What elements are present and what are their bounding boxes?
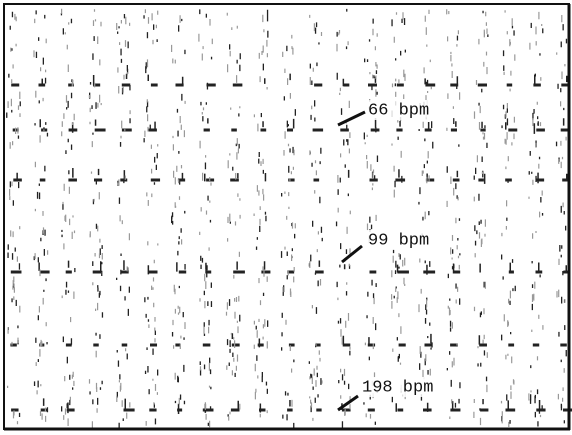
label-background bbox=[366, 100, 434, 120]
annotation-arrow bbox=[337, 394, 359, 412]
annotation-arrow bbox=[337, 110, 366, 127]
annotation-label: 99 bpm bbox=[368, 231, 429, 250]
label-background bbox=[360, 377, 442, 397]
label-background bbox=[365, 230, 435, 250]
annotation-label: 66 bpm bbox=[368, 101, 429, 120]
annotation-label: 198 bpm bbox=[362, 378, 433, 397]
texture bbox=[6, 8, 572, 430]
annotation-arrow bbox=[341, 244, 363, 264]
